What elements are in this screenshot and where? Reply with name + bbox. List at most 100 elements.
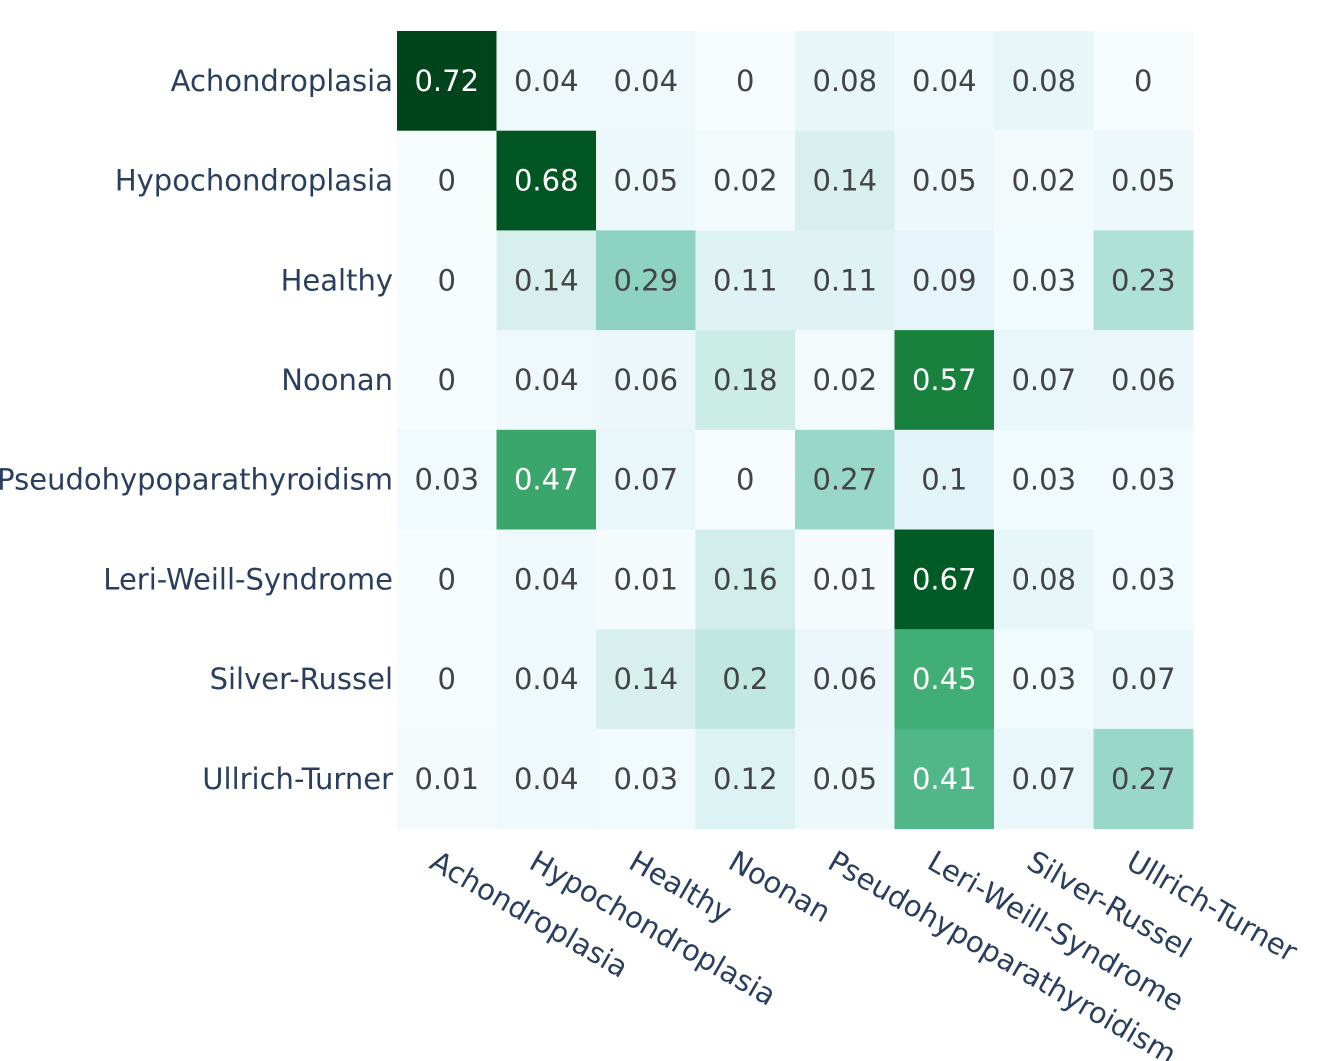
heatmap-cell-pseudohypoparathyroidism-hypochondroplasia (496, 429, 597, 530)
cell-value-label: 0.67 (912, 562, 977, 596)
cell-value-label: 0 (438, 263, 456, 297)
y-tick-label: Leri-Weill-Syndrome (103, 562, 393, 596)
cell-value-label: 0 (438, 164, 456, 198)
heatmap-cell-healthy-noonan (695, 230, 796, 331)
heatmap-cell-silver-russel-hypochondroplasia (496, 629, 597, 730)
cell-value-label: 0.12 (713, 762, 778, 796)
cell-value-label: 0.08 (1011, 64, 1076, 98)
heatmap-cell-achondroplasia-hypochondroplasia (496, 31, 597, 132)
heatmap-cell-silver-russel-healthy (596, 629, 696, 730)
heatmap-cell-healthy-silver-russel (994, 230, 1094, 331)
heatmap-cell-hypochondroplasia-leri-weill-syndrome (894, 130, 995, 231)
cell-value-label: 0.05 (613, 164, 678, 198)
heatmap-cell-leri-weill-syndrome-pseudohypoparathyroidism (795, 529, 895, 630)
heatmap-cell-noonan-leri-weill-syndrome (894, 330, 995, 431)
heatmap-cell-silver-russel-achondroplasia (397, 629, 497, 730)
heatmap-cell-hypochondroplasia-ullrich-turner (1093, 130, 1194, 231)
cell-value-label: 0.03 (1111, 463, 1176, 497)
y-tick-label: Healthy (281, 263, 393, 297)
x-tick-label: Noonan (723, 844, 837, 929)
heatmap-cell-pseudohypoparathyroidism-noonan (695, 429, 796, 530)
heatmap-cell-pseudohypoparathyroidism-silver-russel (994, 429, 1094, 530)
heatmap-cell-hypochondroplasia-noonan (695, 130, 796, 231)
cell-value-label: 0.05 (1111, 164, 1176, 198)
cell-value-label: 0.08 (812, 64, 877, 98)
heatmap-cell-ullrich-turner-achondroplasia (397, 728, 497, 830)
y-tick-label: Pseudohypoparathyroidism (0, 463, 393, 497)
heatmap-cell-silver-russel-ullrich-turner (1093, 629, 1194, 730)
heatmap-cell-leri-weill-syndrome-achondroplasia (397, 529, 497, 630)
heatmap-cell-achondroplasia-noonan (695, 31, 796, 132)
cell-value-label: 0.41 (912, 762, 977, 796)
heatmap-cell-achondroplasia-healthy (596, 31, 696, 132)
heatmap-cell-leri-weill-syndrome-hypochondroplasia (496, 529, 597, 630)
y-tick-label: Ullrich-Turner (202, 762, 393, 796)
cell-value-label: 0.47 (514, 463, 579, 497)
cell-value-label: 0.14 (613, 662, 678, 696)
cell-value-label: 0.07 (1011, 363, 1076, 397)
cell-value-label: 0.2 (722, 662, 768, 696)
cell-value-label: 0.07 (1011, 762, 1076, 796)
y-tick-label: Hypochondroplasia (115, 164, 393, 198)
cell-value-label: 0.03 (613, 762, 678, 796)
heatmap-cell-leri-weill-syndrome-silver-russel (994, 529, 1094, 630)
cell-value-label: 0.05 (912, 164, 977, 198)
heatmap-cell-healthy-leri-weill-syndrome (894, 230, 995, 331)
cell-value-label: 0.04 (514, 363, 579, 397)
row-labels: Achondroplasia Hypochondroplasia Healthy No… (0, 64, 393, 796)
cell-value-label: 0.03 (1011, 662, 1076, 696)
cell-value-label: 0.03 (1111, 562, 1176, 596)
heatmap-cell-noonan-achondroplasia (397, 330, 497, 431)
cell-value-label: 0.04 (912, 64, 977, 98)
cell-value-label: 0.08 (1011, 562, 1076, 596)
cell-value-label: 0.72 (414, 64, 479, 98)
heatmap-cell-ullrich-turner-hypochondroplasia (496, 728, 597, 830)
heatmap-cell-ullrich-turner-leri-weill-syndrome (894, 728, 995, 830)
cell-value-label: 0.14 (812, 164, 877, 198)
cell-value-label: 0.02 (713, 164, 778, 198)
heatmap-cell-healthy-achondroplasia (397, 230, 497, 331)
y-tick-label: Achondroplasia (171, 64, 393, 98)
heatmap-cell-leri-weill-syndrome-ullrich-turner (1093, 529, 1194, 630)
heatmap-cell-noonan-hypochondroplasia (496, 330, 597, 431)
cell-value-label: 0.03 (1011, 463, 1076, 497)
heatmap-cell-achondroplasia-ullrich-turner (1093, 31, 1194, 132)
cell-value-label: 0.1 (921, 463, 967, 497)
cell-value-label: 0 (438, 562, 456, 596)
heatmap-cell-pseudohypoparathyroidism-healthy (596, 429, 696, 530)
cell-value-label: 0.03 (1011, 263, 1076, 297)
cell-value-label: 0.02 (1011, 164, 1076, 198)
column-labels: AchondroplasiaHypochondroplasiaHealthyNo… (424, 844, 1303, 1061)
cell-value-label: 0.16 (713, 562, 778, 596)
cell-value-label: 0.57 (912, 363, 977, 397)
cell-value-label: 0.06 (1111, 363, 1176, 397)
cell-value-label: 0.09 (912, 263, 977, 297)
heatmap-cell-achondroplasia-pseudohypoparathyroidism (795, 31, 895, 132)
cell-value-label: 0.02 (812, 363, 877, 397)
heatmap-cell-silver-russel-leri-weill-syndrome (894, 629, 995, 730)
cell-value-label: 0 (438, 363, 456, 397)
heatmap-cell-healthy-pseudohypoparathyroidism (795, 230, 895, 331)
heatmap-cell-pseudohypoparathyroidism-leri-weill-syndrome (894, 429, 995, 530)
heatmap-cell-silver-russel-noonan (695, 629, 796, 730)
heatmap-cell-healthy-healthy (596, 230, 696, 331)
heatmap-cell-achondroplasia-achondroplasia (397, 31, 497, 132)
heatmap-cell-silver-russel-silver-russel (994, 629, 1094, 730)
cell-value-label: 0.04 (613, 64, 678, 98)
cell-value-label: 0.04 (514, 662, 579, 696)
heatmap-cell-ullrich-turner-healthy (596, 728, 696, 830)
heatmap-cell-noonan-ullrich-turner (1093, 330, 1194, 431)
cell-value-label: 0.01 (613, 562, 678, 596)
cells-layer: 0.72 0.04 0.04 0 0.08 0.04 0.08 0 0 0.68 0.05 0.02 0… (397, 31, 1194, 830)
cell-value-label: 0.01 (414, 762, 479, 796)
cell-value-label: 0.18 (713, 363, 778, 397)
cell-value-label: 0 (438, 662, 456, 696)
heatmap-cell-hypochondroplasia-pseudohypoparathyroidism (795, 130, 895, 231)
heatmap-cell-leri-weill-syndrome-noonan (695, 529, 796, 630)
cell-value-label: 0.14 (514, 263, 579, 297)
heatmap-cell-ullrich-turner-ullrich-turner (1093, 728, 1194, 830)
cell-value-label: 0 (736, 463, 754, 497)
heatmap-cell-noonan-healthy (596, 330, 696, 431)
